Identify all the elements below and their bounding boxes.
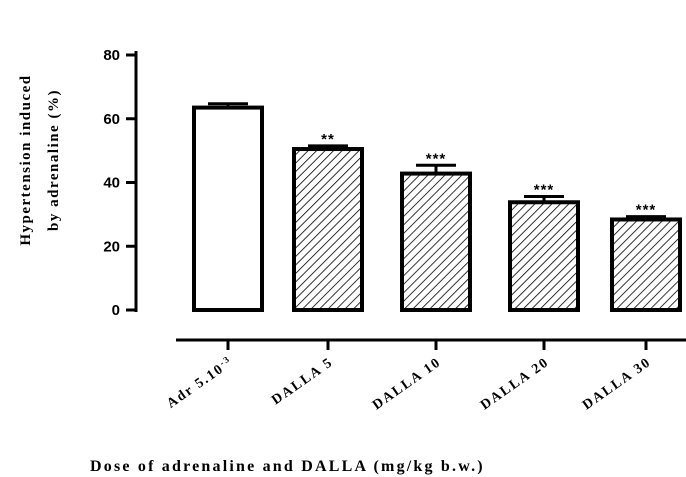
y-axis-label-line2: by adrenaline (%)	[46, 89, 62, 231]
y-tick-label: 40	[103, 175, 120, 192]
bar	[400, 171, 472, 312]
x-tick-label: DALLA 30	[580, 355, 654, 413]
y-tick-label: 60	[103, 111, 120, 128]
significance-label: ***	[426, 150, 447, 167]
y-tick-label: 20	[103, 238, 120, 255]
y-axis-label-line1: Hypertension induced	[18, 74, 34, 245]
significance-label: ***	[636, 202, 657, 219]
y-tick-label: 80	[103, 47, 120, 64]
x-tick-label: DALLA 20	[478, 355, 552, 413]
y-tick-label: 0	[112, 302, 120, 319]
bar	[508, 200, 580, 312]
x-axis-label: Dose of adrenaline and DALLA (mg/kg b.w.…	[90, 458, 485, 475]
bar	[192, 105, 264, 312]
bar	[610, 217, 682, 313]
bar	[292, 147, 364, 312]
x-tick-label: Adr 5.10-3	[163, 353, 236, 411]
x-tick-label: DALLA 10	[370, 355, 444, 413]
significance-label: **	[321, 131, 335, 148]
significance-label: ***	[534, 182, 555, 199]
x-tick-label: DALLA 5	[269, 355, 336, 408]
